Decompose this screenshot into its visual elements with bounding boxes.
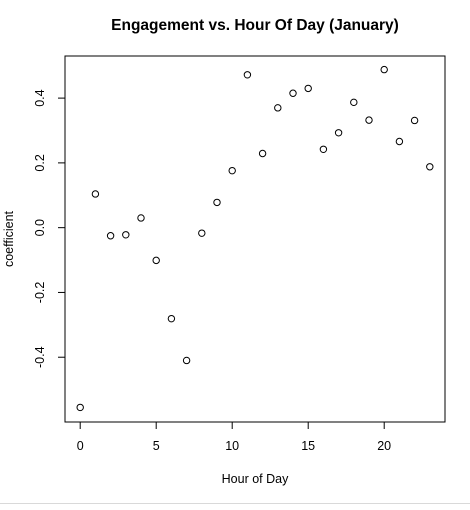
data-point <box>258 149 267 158</box>
y-axis: -0.4 -0.2 0.0 0.2 0.4 <box>33 89 66 368</box>
data-point <box>410 116 419 125</box>
data-point <box>122 231 130 239</box>
data-point <box>91 190 100 198</box>
x-tick-label: 15 <box>301 439 315 453</box>
data-point <box>426 163 434 171</box>
x-axis-label: Hour of Day <box>222 472 289 486</box>
y-tick-label: -0.2 <box>33 282 47 304</box>
data-point <box>213 198 221 207</box>
y-tick-label: 0.2 <box>33 154 47 171</box>
y-tick-label: 0.4 <box>33 89 47 106</box>
data-point <box>106 232 115 240</box>
data-point <box>304 84 312 93</box>
data-point <box>365 116 373 124</box>
data-point <box>76 403 84 412</box>
data-point <box>334 129 343 137</box>
data-point <box>395 137 404 146</box>
data-point <box>289 89 297 97</box>
y-tick-label: 0.0 <box>33 219 47 236</box>
data-point <box>350 98 358 107</box>
data-point <box>228 166 236 175</box>
data-point <box>152 256 160 265</box>
data-point <box>274 104 282 112</box>
x-tick-label: 20 <box>377 439 391 453</box>
data-points <box>76 65 434 412</box>
data-point <box>243 71 252 79</box>
x-tick-label: 5 <box>153 439 160 453</box>
data-point <box>319 145 328 153</box>
plot-area-border <box>64 55 446 423</box>
x-axis: 0 5 10 15 20 <box>77 421 391 453</box>
x-tick-label: 10 <box>225 439 239 453</box>
y-tick-label: -0.4 <box>33 346 47 368</box>
data-point <box>380 65 388 74</box>
data-point <box>182 356 191 365</box>
data-point <box>167 314 176 323</box>
data-point <box>198 229 206 237</box>
chart-title: Engagement vs. Hour Of Day (January) <box>111 17 399 34</box>
bottom-divider <box>0 503 470 504</box>
data-point <box>137 214 145 222</box>
y-axis-label: coefficient <box>2 210 16 267</box>
x-tick-label: 0 <box>77 439 84 453</box>
